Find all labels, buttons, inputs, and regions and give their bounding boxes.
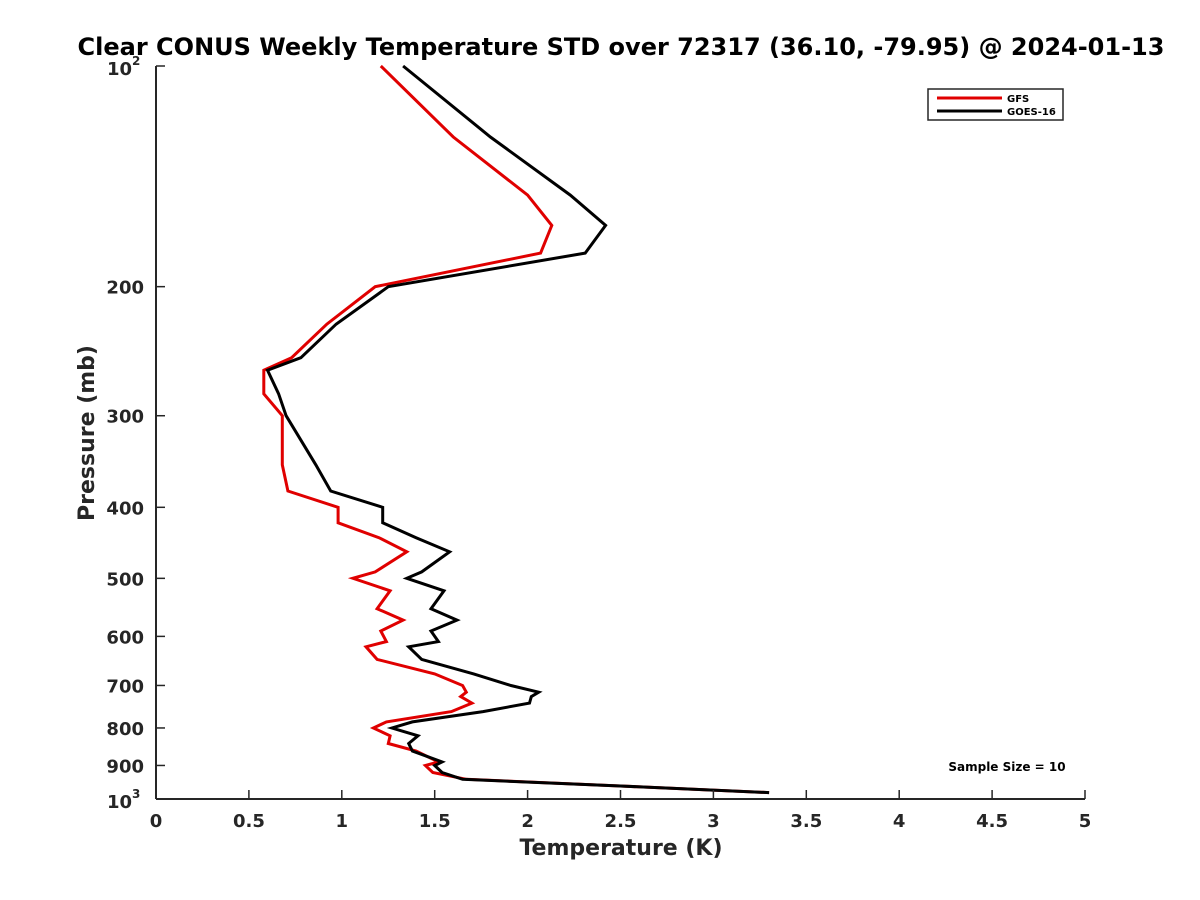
legend-items: GFS GOES-16 (937, 94, 1056, 118)
y-tick-exponent: 3 (132, 787, 140, 801)
x-tick-label: 2.5 (605, 811, 637, 832)
y-tick-label: 400 (106, 498, 144, 519)
x-ticks: 0 0.5 1 1.5 2 2.5 3 3.5 4 4.5 5 (150, 790, 1092, 832)
series-line-gfs (262, 64, 770, 795)
x-tick-label: 0.5 (233, 811, 265, 832)
y-tick-label: 10 (107, 59, 132, 80)
x-tick-label: 3 (707, 811, 720, 832)
x-tick-label: 0 (150, 811, 163, 832)
y-tick-label: 900 (106, 756, 144, 777)
y-tick-label: 800 (106, 719, 144, 740)
series-line-goes-16 (265, 64, 770, 795)
legend: GFS GOES-16 (927, 88, 1064, 121)
y-tick-label: 500 (106, 569, 144, 590)
x-tick-label: 1 (336, 811, 349, 832)
x-tick-label: 2 (521, 811, 534, 832)
y-tick-label: 300 (106, 407, 144, 428)
x-tick-label: 3.5 (790, 811, 822, 832)
legend-label: GOES-16 (1007, 107, 1056, 118)
x-tick-label: 5 (1079, 811, 1092, 832)
y-tick-label: 700 (106, 676, 144, 697)
y-axis-label: Pressure (mb) (75, 345, 100, 521)
plot-area: 0 0.5 1 1.5 2 2.5 3 3.5 4 4.5 5 10 2200300400500600… (106, 54, 1091, 832)
plot-background (156, 66, 1085, 799)
legend-label: GFS (1007, 94, 1029, 105)
legend-box (927, 88, 1064, 121)
x-axis-label: Temperature (K) (519, 836, 722, 861)
x-tick-label: 1.5 (419, 811, 451, 832)
chart-title: Clear CONUS Weekly Temperature STD over … (78, 33, 1165, 61)
y-tick-label: 10 (107, 792, 132, 813)
y-tick-label: 200 (106, 278, 144, 299)
sample-size-annotation: Sample Size = 10 (948, 760, 1065, 774)
y-tick-label: 600 (106, 627, 144, 648)
x-tick-label: 4.5 (976, 811, 1008, 832)
y-tick-exponent: 2 (132, 54, 140, 68)
series-layer (262, 64, 770, 795)
x-tick-label: 4 (893, 811, 906, 832)
